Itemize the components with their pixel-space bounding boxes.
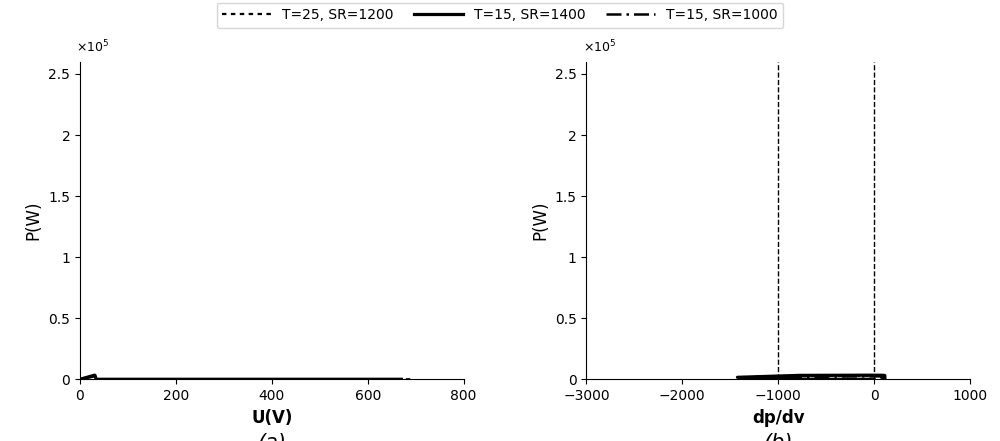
Y-axis label: P(W): P(W) [25, 201, 43, 240]
X-axis label: dp/dv: dp/dv [752, 408, 805, 426]
Text: $\times 10^5$: $\times 10^5$ [76, 39, 109, 55]
Y-axis label: P(W): P(W) [531, 201, 549, 240]
Text: (a): (a) [257, 433, 286, 441]
X-axis label: U(V): U(V) [251, 408, 292, 426]
Text: (b): (b) [763, 433, 793, 441]
Legend: T=25, SR=1200, T=15, SR=1400, T=15, SR=1000: T=25, SR=1200, T=15, SR=1400, T=15, SR=1… [217, 3, 783, 28]
Text: $\times 10^5$: $\times 10^5$ [583, 39, 616, 55]
